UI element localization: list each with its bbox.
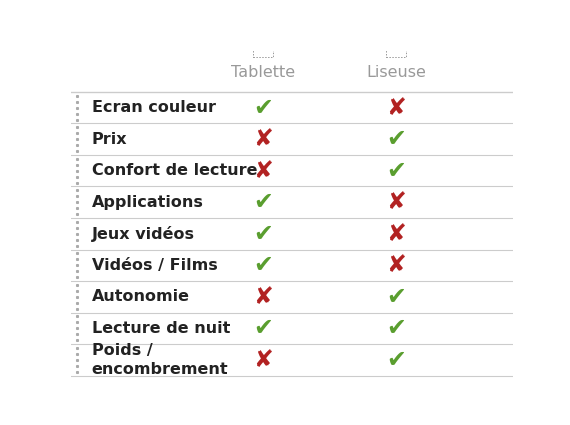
Text: Vidéos / Films: Vidéos / Films — [92, 258, 217, 273]
Text: ✘: ✘ — [386, 190, 406, 214]
Text: ✔: ✔ — [386, 348, 406, 372]
Text: Jeux vidéos: Jeux vidéos — [92, 226, 194, 242]
Text: ✘: ✘ — [254, 348, 273, 372]
Text: ✔: ✔ — [386, 159, 406, 183]
Text: ✔: ✔ — [254, 96, 273, 120]
Text: ✔: ✔ — [254, 222, 273, 246]
Text: Liseuse: Liseuse — [366, 65, 426, 80]
Text: Applications: Applications — [92, 195, 203, 210]
Text: Ecran couleur: Ecran couleur — [92, 100, 215, 115]
Text: Autonomie: Autonomie — [92, 289, 190, 304]
Text: ✔: ✔ — [386, 127, 406, 151]
Bar — [254, 49, 274, 57]
Text: ✘: ✘ — [386, 96, 406, 120]
Text: ✔: ✔ — [386, 285, 406, 309]
Text: Prix: Prix — [92, 132, 127, 147]
Text: Poids /
encombrement: Poids / encombrement — [92, 343, 228, 377]
Text: Tablette: Tablette — [231, 65, 295, 80]
Bar — [386, 49, 406, 57]
Text: ✘: ✘ — [254, 159, 273, 183]
Text: ✘: ✘ — [386, 253, 406, 277]
Text: ✘: ✘ — [254, 285, 273, 309]
Text: ✔: ✔ — [254, 316, 273, 340]
Text: ✔: ✔ — [254, 253, 273, 277]
Text: ✘: ✘ — [254, 127, 273, 151]
Text: Confort de lecture: Confort de lecture — [92, 163, 257, 178]
Text: ✘: ✘ — [386, 222, 406, 246]
Text: ✔: ✔ — [386, 316, 406, 340]
Text: ✔: ✔ — [254, 190, 273, 214]
Text: Lecture de nuit: Lecture de nuit — [92, 321, 230, 336]
